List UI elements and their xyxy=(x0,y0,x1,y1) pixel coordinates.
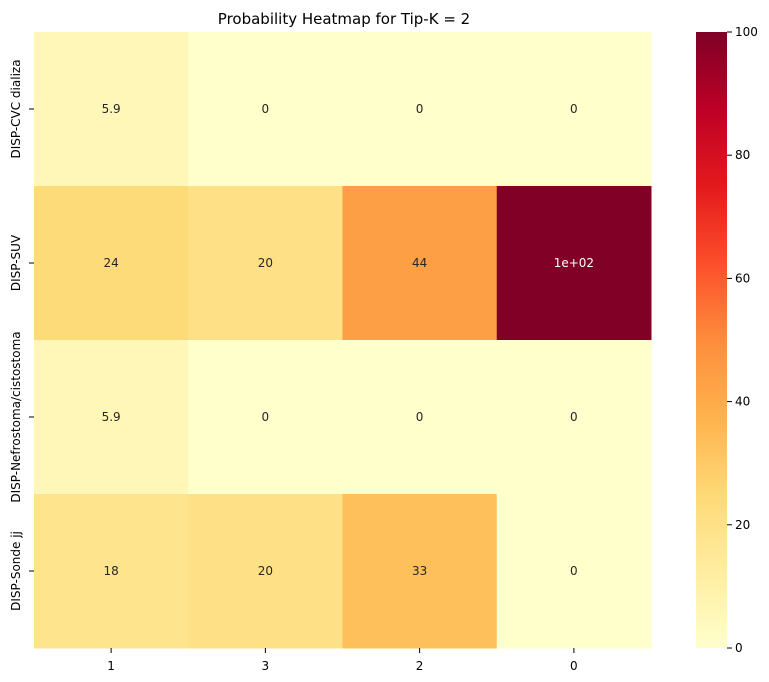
cell-annotation: 0 xyxy=(570,410,578,424)
cell-annotation: 0 xyxy=(416,102,424,116)
y-tick-label: DISP-SUV xyxy=(9,234,23,291)
heatmap-cell xyxy=(342,494,498,649)
cell-annotation: 0 xyxy=(262,102,270,116)
heatmap-cell xyxy=(188,186,343,341)
heatmap-cell xyxy=(34,340,189,495)
y-tick-label: DISP-Nefrostoma/cistostoma xyxy=(9,331,23,502)
cell-annotation: 1e+02 xyxy=(554,256,594,270)
colorbar-tick-label: 100 xyxy=(735,25,758,39)
colorbar: 0 20 40 60 80 100 xyxy=(696,25,758,655)
cell-annotation: 0 xyxy=(570,564,578,578)
heatmap-cell xyxy=(496,340,652,495)
heatmap-cell xyxy=(496,186,652,341)
cell-annotation: 20 xyxy=(258,564,273,578)
heatmap-cells: 5.9 0 0 0 24 20 44 1e+02 5.9 0 0 0 18 20 33 0 xyxy=(34,32,652,649)
heatmap-cell xyxy=(342,32,498,187)
chart-title: Probability Heatmap for Tip-K = 2 xyxy=(218,10,470,28)
cell-annotation: 20 xyxy=(258,256,273,270)
heatmap-cell xyxy=(34,186,189,341)
cell-annotation: 5.9 xyxy=(102,102,121,116)
cell-annotation: 44 xyxy=(412,256,427,270)
colorbar-tick-label: 40 xyxy=(735,395,750,409)
cell-annotation: 0 xyxy=(262,410,270,424)
heatmap-cell xyxy=(342,340,498,495)
cell-annotation: 18 xyxy=(103,564,118,578)
cell-annotation: 33 xyxy=(412,564,427,578)
colorbar-tick-label: 80 xyxy=(735,148,750,162)
heatmap-cell xyxy=(34,494,189,649)
cell-annotation: 24 xyxy=(103,256,118,270)
cell-annotation: 0 xyxy=(416,410,424,424)
y-axis: DISP-CVC dializa DISP-SUV DISP-Nefrostoma/… xyxy=(9,59,34,611)
heatmap-cell xyxy=(34,32,189,187)
x-tick-label: 0 xyxy=(570,659,578,673)
heatmap-cell xyxy=(496,494,652,649)
colorbar-tick-label: 0 xyxy=(735,641,743,655)
x-axis: 1 3 2 0 xyxy=(107,648,578,673)
x-tick-label: 3 xyxy=(262,659,270,673)
colorbar-tick-label: 20 xyxy=(735,518,750,532)
colorbar-gradient xyxy=(696,32,727,648)
heatmap-cell xyxy=(188,494,343,649)
heatmap-cell xyxy=(496,32,652,187)
cell-annotation: 5.9 xyxy=(102,410,121,424)
colorbar-tick-label: 60 xyxy=(735,271,750,285)
x-tick-label: 2 xyxy=(416,659,424,673)
y-tick-label: DISP-CVC dializa xyxy=(9,59,23,158)
heatmap-cell xyxy=(188,340,343,495)
y-tick-label: DISP-Sonde jj xyxy=(9,531,23,611)
heatmap-cell xyxy=(342,186,498,341)
cell-annotation: 0 xyxy=(570,102,578,116)
x-tick-label: 1 xyxy=(107,659,115,673)
heatmap-cell xyxy=(188,32,343,187)
